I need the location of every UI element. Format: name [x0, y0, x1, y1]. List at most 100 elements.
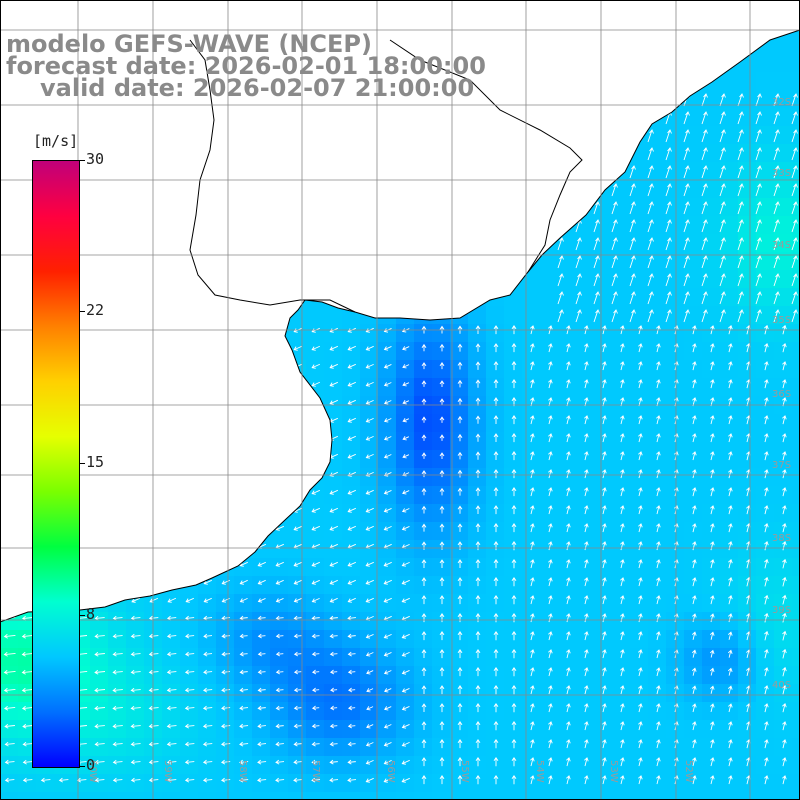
wind-arrow	[656, 433, 661, 443]
wind-arrow	[439, 523, 445, 532]
wind-arrow	[728, 451, 733, 461]
wind-arrow	[755, 93, 762, 107]
wind-arrow	[719, 93, 726, 107]
wind-arrow	[566, 577, 571, 587]
field-cell	[738, 90, 757, 109]
field-cell	[540, 270, 559, 289]
field-cell	[252, 576, 271, 595]
wind-arrow	[728, 361, 733, 371]
wind-arrow	[493, 595, 499, 605]
field-cell	[720, 198, 739, 217]
field-cell	[360, 486, 379, 505]
wind-arrow	[112, 777, 123, 783]
field-cell	[792, 162, 800, 181]
field-cell	[126, 774, 145, 793]
field-cell	[342, 360, 361, 379]
field-cell	[738, 198, 757, 217]
wind-arrow	[728, 576, 733, 587]
field-cell	[594, 270, 613, 289]
field-cell	[450, 432, 469, 451]
wind-arrow	[347, 759, 356, 765]
field-cell	[504, 630, 523, 649]
wind-arrow	[737, 219, 744, 233]
field-cell	[378, 522, 397, 541]
field-cell	[414, 504, 433, 523]
wind-arrow	[329, 777, 339, 783]
wind-arrow	[530, 523, 535, 533]
field-cell	[36, 792, 55, 800]
wind-arrow	[148, 705, 159, 711]
wind-arrow	[701, 129, 708, 143]
field-cell	[360, 432, 379, 451]
latitude-label: 35S	[772, 315, 791, 326]
field-cell	[504, 324, 523, 343]
wind-arrow	[530, 469, 535, 479]
field-cell	[702, 108, 721, 127]
field-cell	[288, 720, 307, 739]
wind-arrow	[683, 291, 690, 305]
wind-arrow	[611, 201, 618, 215]
wind-arrow	[493, 523, 499, 533]
wind-arrow	[584, 433, 589, 443]
wind-arrow	[602, 775, 607, 785]
wind-arrow	[311, 597, 320, 603]
colorbar-tick-mark	[79, 615, 85, 616]
wind-arrow	[275, 579, 284, 585]
field-cell	[180, 630, 199, 649]
wind-arrow	[239, 651, 248, 657]
wind-arrow	[737, 93, 744, 107]
wind-arrow	[691, 631, 697, 640]
field-cell	[108, 702, 127, 721]
wind-arrow	[184, 687, 195, 693]
field-cell	[414, 522, 433, 541]
wind-arrow	[530, 577, 535, 587]
wind-arrow	[791, 147, 798, 161]
wind-arrow	[692, 487, 697, 497]
field-cell	[702, 216, 721, 235]
field-cell	[756, 144, 775, 163]
wind-arrow	[493, 451, 499, 461]
wind-arrow	[112, 651, 123, 657]
colorbar-tick-label: 15	[86, 453, 105, 471]
wind-arrow	[347, 399, 356, 405]
wind-arrow	[94, 741, 105, 747]
wind-arrow	[511, 415, 517, 425]
field-cell	[252, 738, 271, 757]
wind-arrow	[347, 777, 357, 783]
field-cell	[396, 612, 415, 631]
field-cell	[360, 702, 379, 721]
field-cell	[306, 702, 325, 721]
wind-arrow	[557, 255, 564, 269]
wind-arrow	[692, 559, 697, 569]
wind-arrow	[312, 687, 320, 693]
colorbar-tick-label: 8	[86, 605, 96, 623]
wind-arrow	[710, 721, 715, 731]
field-cell	[432, 324, 451, 343]
field-cell	[306, 504, 325, 523]
field-cell	[576, 306, 595, 325]
wind-arrow	[566, 433, 571, 443]
wind-arrow	[647, 129, 654, 143]
wind-arrow	[692, 703, 697, 713]
wind-arrow	[239, 669, 248, 675]
field-cell	[270, 720, 289, 739]
field-cell	[792, 558, 800, 577]
wind-arrow	[755, 183, 762, 197]
wind-arrow	[457, 451, 463, 460]
wind-arrow	[21, 705, 34, 711]
field-cell	[396, 774, 415, 793]
wind-arrow	[791, 309, 798, 323]
wind-arrow	[584, 721, 589, 731]
field-cell	[126, 648, 145, 667]
colorbar-tick-mark	[79, 160, 85, 161]
wind-arrow	[647, 219, 654, 233]
field-cell	[414, 486, 433, 505]
wind-arrow	[548, 451, 553, 461]
field-cell	[432, 522, 451, 541]
field-cell	[612, 180, 631, 199]
field-cell	[396, 486, 415, 505]
field-cell	[18, 720, 37, 739]
field-cell	[324, 522, 343, 541]
wind-arrow	[365, 777, 374, 783]
